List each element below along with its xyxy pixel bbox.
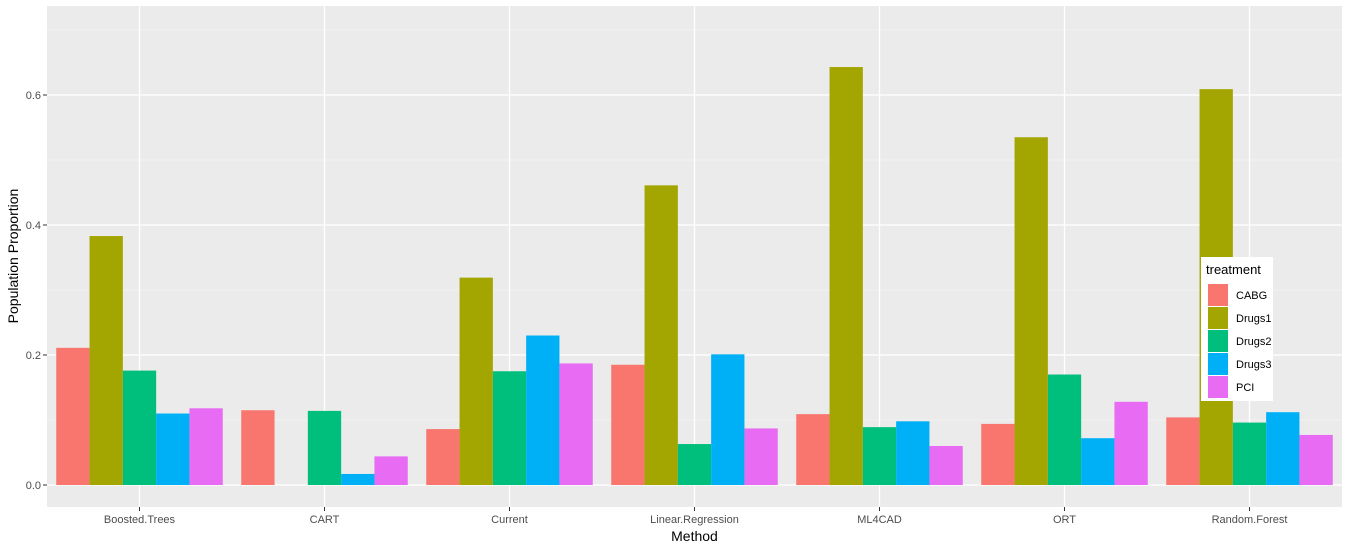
bar — [189, 408, 223, 485]
bar — [492, 371, 527, 485]
bar — [426, 429, 460, 485]
bar — [1299, 434, 1333, 485]
y-tick-label: 0.2 — [26, 350, 41, 362]
bar — [1166, 417, 1200, 485]
bar — [829, 67, 863, 486]
y-tick-label: 0.6 — [26, 90, 41, 102]
bar — [341, 473, 375, 485]
x-tick-label: Current — [491, 514, 528, 526]
legend-label: Drugs3 — [1236, 359, 1271, 371]
bar — [559, 363, 593, 485]
legend: treatment CABG Drugs1 Drugs2 Drugs3 PCI — [1201, 257, 1273, 401]
y-tick-label: 0.4 — [26, 220, 41, 232]
bar — [677, 444, 712, 485]
x-tick-label: Boosted.Trees — [104, 514, 176, 526]
bar — [1014, 137, 1048, 485]
legend-label: PCI — [1236, 382, 1254, 394]
y-tick-label: 0.0 — [26, 480, 41, 492]
legend-label: CABG — [1236, 290, 1267, 302]
bar — [644, 185, 678, 485]
bar — [122, 370, 157, 485]
bar — [744, 428, 778, 485]
y-axis: 0.0 0.2 0.4 0.6 — [26, 90, 47, 492]
legend-label: Drugs2 — [1236, 336, 1271, 348]
x-axis: Boosted.Trees CART Current Linear.Regressio… — [104, 507, 1287, 526]
legend-title: treatment — [1206, 262, 1261, 277]
bar — [1266, 412, 1300, 485]
x-tick-label: ML4CAD — [857, 514, 902, 526]
legend-key — [1208, 307, 1228, 329]
legend-key — [1208, 376, 1228, 398]
bar — [981, 423, 1015, 485]
bar — [307, 410, 342, 485]
legend-label: Drugs1 — [1236, 313, 1271, 325]
bar — [89, 236, 123, 485]
y-axis-title: Population Proportion — [5, 189, 21, 324]
legend-key — [1208, 330, 1228, 352]
bar — [526, 335, 560, 485]
x-axis-title: Method — [671, 528, 718, 544]
x-tick-label: ORT — [1053, 514, 1076, 526]
bar — [1047, 374, 1082, 485]
bar — [1081, 438, 1115, 485]
bar — [929, 446, 963, 485]
x-tick-label: Random.Forest — [1212, 514, 1288, 526]
x-tick-label: Linear.Regression — [650, 514, 739, 526]
bar — [862, 427, 897, 485]
x-tick-label: CART — [310, 514, 340, 526]
bar — [241, 410, 275, 485]
bar — [1232, 422, 1267, 485]
bar — [896, 421, 930, 485]
bar — [156, 413, 190, 485]
bar — [459, 277, 493, 485]
bar — [611, 364, 645, 485]
bar — [1114, 401, 1148, 485]
bar — [711, 354, 745, 485]
bar — [374, 456, 408, 485]
legend-key — [1208, 353, 1228, 375]
legend-key — [1208, 284, 1228, 306]
bar — [796, 414, 830, 485]
bars — [56, 67, 1333, 486]
bar — [56, 347, 90, 485]
